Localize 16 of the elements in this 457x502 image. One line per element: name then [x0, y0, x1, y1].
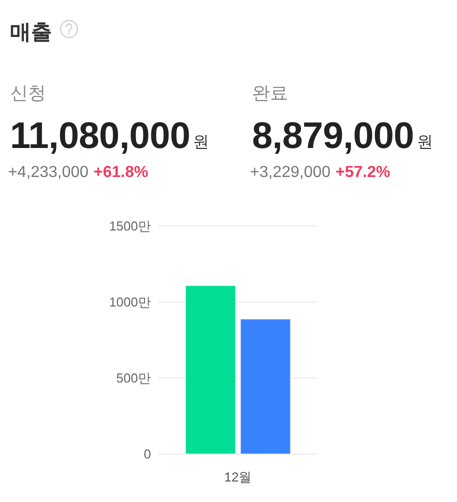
y-tick-label: 500만 [116, 370, 151, 386]
text: 완료 [252, 83, 288, 103]
text: 11,080,000 [10, 115, 190, 156]
y-tick-label: 1500만 [109, 218, 151, 234]
y-tick-label: 0 [144, 446, 151, 462]
text: 원 [193, 134, 210, 151]
x-tick-label: 12월 [224, 470, 252, 484]
text: 신청 [10, 83, 46, 103]
text: +61.8% [94, 164, 148, 181]
text: 8,879,000 [252, 115, 414, 156]
text: 원 [416, 134, 433, 151]
text: 매출 [10, 21, 52, 44]
y-tick-label: 1000만 [109, 294, 151, 310]
text: +57.2% [336, 164, 390, 181]
text: +3,229,000 [250, 164, 331, 181]
text: +4,233,000 [8, 164, 89, 181]
